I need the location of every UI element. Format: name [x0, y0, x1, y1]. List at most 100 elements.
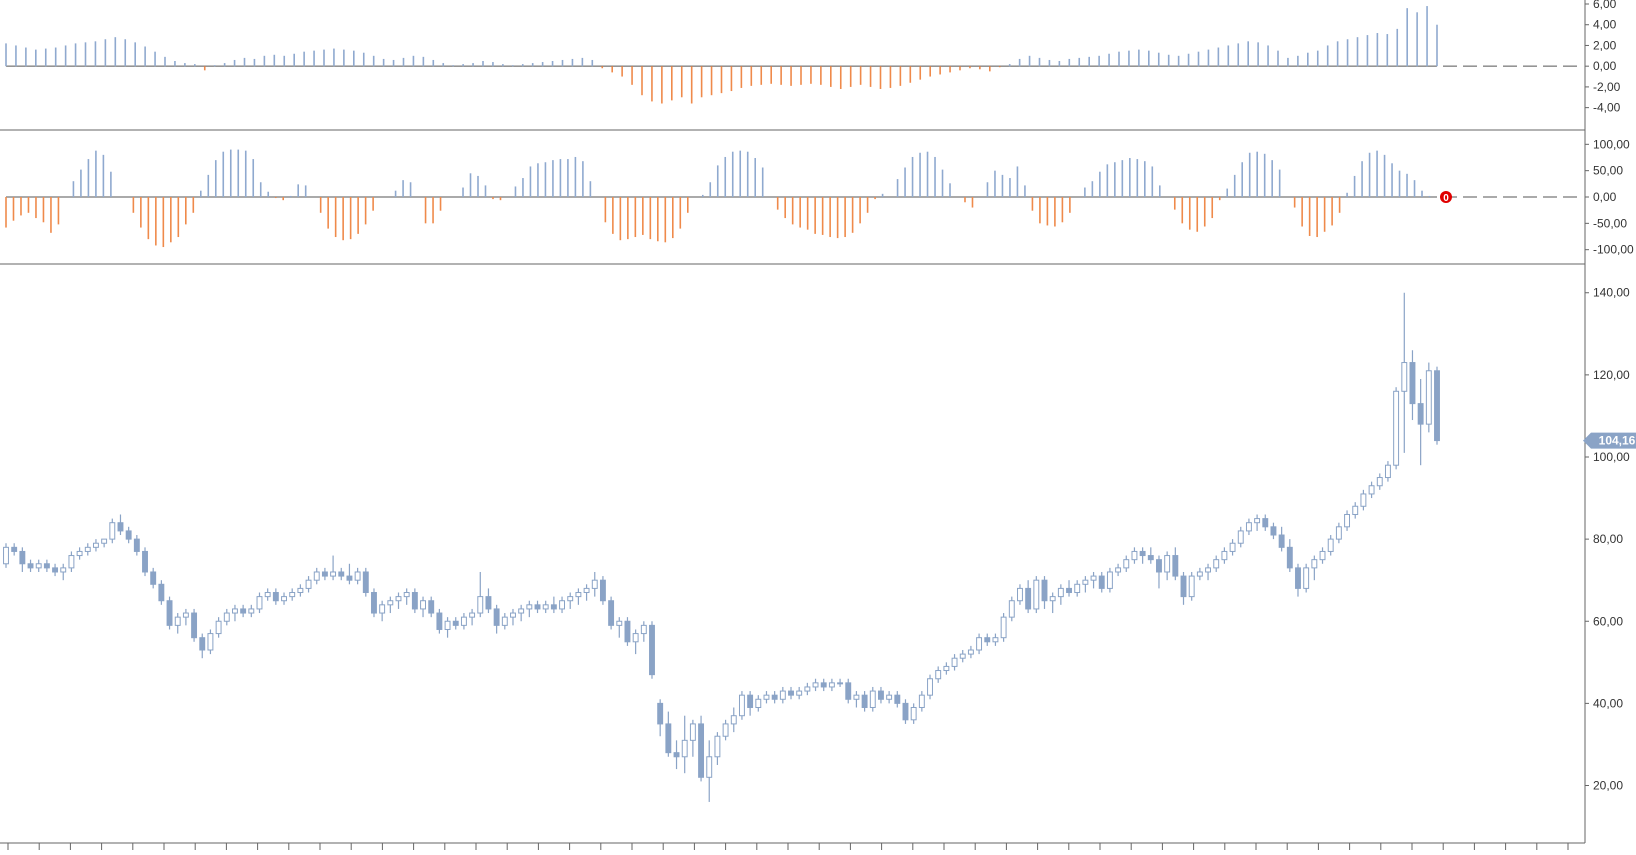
candle-body [371, 592, 377, 614]
candle-body [755, 698, 762, 708]
candle-body [665, 723, 672, 754]
candle-body [567, 596, 574, 602]
candle-body [1205, 567, 1211, 573]
y-tick-label: 80,00 [1593, 532, 1623, 546]
candle-body [43, 563, 50, 569]
candle-body [657, 702, 664, 725]
candle-body [1409, 362, 1416, 405]
candle-body [1417, 403, 1424, 425]
candle-body [346, 575, 353, 581]
candle-body [1000, 616, 1007, 639]
y-tick-label: 60,00 [1593, 614, 1623, 628]
candle-body [125, 530, 132, 540]
y-tick-label: 2,00 [1593, 38, 1617, 52]
candle-body [1164, 555, 1171, 573]
candle-body [526, 604, 533, 610]
candle-body [681, 739, 688, 758]
candle-body [1082, 579, 1089, 585]
candle-body [305, 579, 312, 589]
candle-body [1401, 362, 1408, 392]
y-tick-label: -50,00 [1593, 216, 1627, 230]
candle-body [493, 608, 500, 626]
candle-body [649, 624, 655, 676]
y-tick-label: 50,00 [1593, 164, 1623, 178]
candle-body [191, 612, 198, 639]
candle-body [158, 583, 165, 602]
candle-body [362, 571, 369, 594]
candle-body [804, 686, 811, 692]
candle-body [240, 608, 247, 614]
candle-body [1278, 534, 1285, 548]
y-tick-label: 100,00 [1593, 137, 1630, 151]
candle-body [501, 616, 508, 626]
candle-body [84, 546, 91, 552]
y-tick-label: -2,00 [1593, 80, 1621, 94]
candle-body [886, 694, 893, 700]
y-tick-label: 4,00 [1593, 18, 1617, 32]
y-tick-label: -4,00 [1593, 101, 1621, 115]
candle-body [559, 600, 565, 610]
candle-body [444, 620, 451, 630]
candle-body [101, 538, 108, 544]
candle-body [321, 571, 328, 577]
candle-body [820, 682, 827, 688]
candle-body [1025, 587, 1032, 610]
current-price-tag-shape [1583, 432, 1636, 449]
candle-body [150, 571, 157, 585]
candle-body [1131, 550, 1138, 561]
candle-body [92, 542, 99, 548]
candle-body [379, 604, 386, 614]
candle-body [542, 604, 549, 610]
candle-body [272, 592, 279, 602]
candle-body [3, 546, 9, 565]
y-tick-label: 0,00 [1593, 190, 1617, 204]
candle-body [1319, 550, 1326, 561]
candle-body [1196, 571, 1203, 577]
candle-body [1286, 546, 1293, 569]
current-price-tag: 104,16 [1583, 432, 1636, 449]
candle-body [387, 600, 394, 606]
candle-body [35, 563, 42, 569]
candle-body [1106, 571, 1113, 589]
candle-body [1033, 579, 1040, 610]
candle-body [853, 694, 860, 700]
candle-body [869, 690, 876, 708]
candle-body [1352, 505, 1359, 515]
candle-body [984, 637, 991, 643]
candle-body [992, 637, 999, 643]
candle-body [632, 633, 639, 643]
candle-body [1303, 567, 1310, 589]
candle-body [1066, 587, 1072, 594]
candle-body [1049, 596, 1056, 602]
candle-body [812, 682, 819, 688]
candle-body [1393, 390, 1400, 466]
candle-body [1295, 567, 1301, 589]
y-tick-label: 100,00 [1593, 450, 1630, 464]
candle-body [1017, 587, 1023, 602]
candle-body [117, 522, 124, 532]
candle-body [894, 694, 901, 704]
candle-body [1123, 559, 1130, 569]
candle-body [550, 604, 557, 610]
candle-body [1213, 559, 1220, 569]
zero-marker-label: 0 [1443, 193, 1449, 204]
candle-body [976, 637, 983, 651]
candle-body [223, 612, 230, 622]
candle-body [698, 723, 705, 778]
candle-body [599, 579, 606, 602]
candle-body [354, 571, 361, 581]
candle-body [1074, 583, 1081, 594]
candle-body [395, 596, 402, 602]
candle-body [640, 624, 647, 635]
candle-body [689, 723, 696, 741]
candle-body [1229, 542, 1236, 552]
candle-body [1172, 555, 1179, 577]
candle-body [706, 756, 713, 778]
candle-body [608, 600, 615, 626]
candle-body [313, 571, 320, 581]
candle-body [133, 538, 140, 552]
candle-body [510, 612, 516, 618]
candle-body [583, 587, 590, 594]
